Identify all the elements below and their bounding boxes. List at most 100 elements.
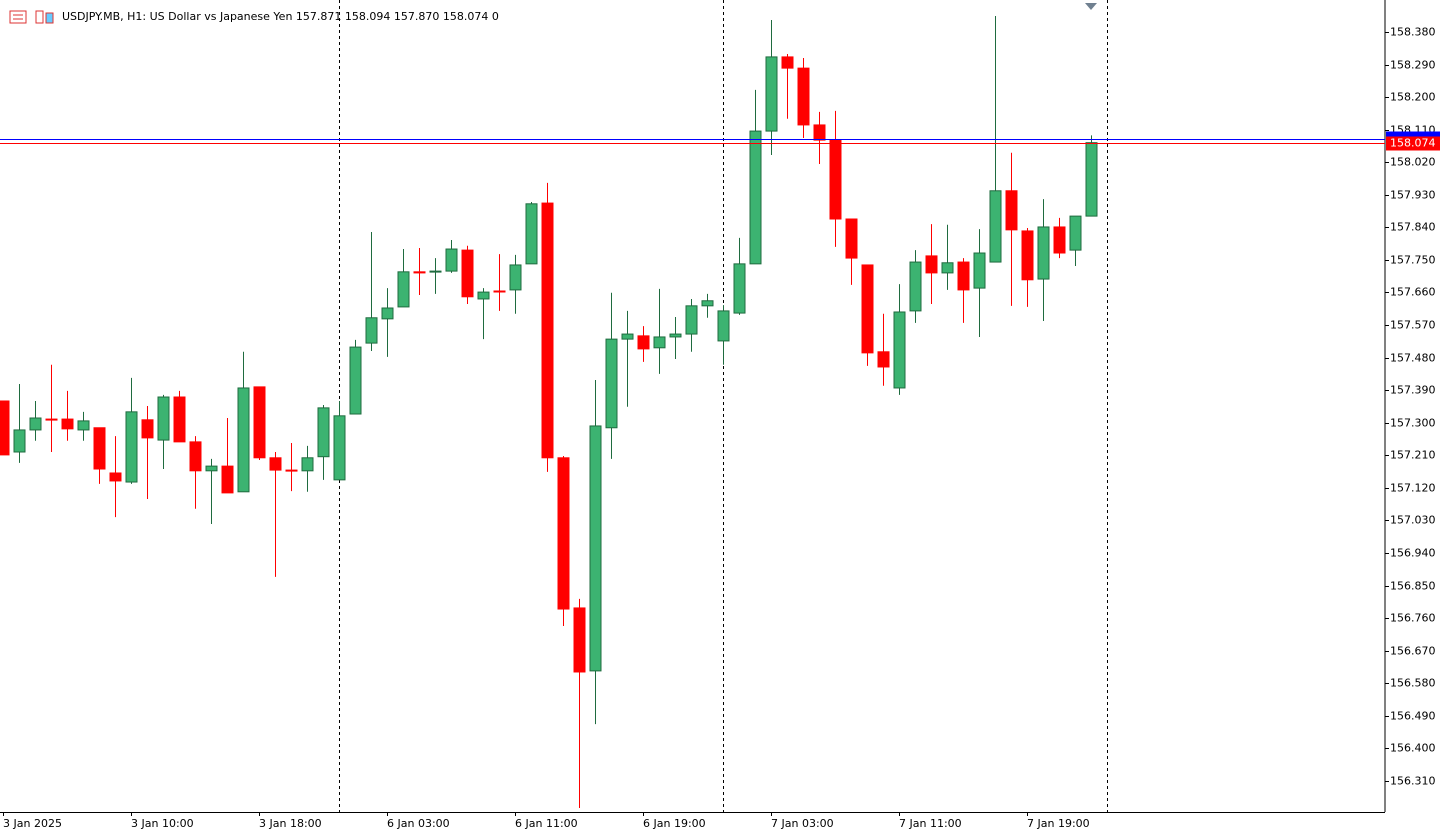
candle-body: [61, 418, 74, 430]
candle-body: [525, 203, 538, 265]
candle-body: [269, 457, 282, 471]
x-tick-label: 7 Jan 19:00: [1027, 817, 1090, 830]
chart-title: USDJPY.MB, H1: US Dollar vs Japanese Yen…: [62, 10, 499, 23]
candle-body: [637, 335, 650, 350]
candle-body: [173, 396, 186, 443]
x-tick-label: 7 Jan 03:00: [771, 817, 834, 830]
x-tick-label: 7 Jan 11:00: [899, 817, 962, 830]
y-tick-label: 156.490: [1390, 710, 1436, 723]
candle-body: [333, 415, 346, 481]
candle-body: [429, 270, 442, 273]
candle-body: [381, 307, 394, 320]
candle-body: [1069, 215, 1082, 251]
candle-body: [1005, 190, 1018, 231]
candle-body: [109, 472, 122, 482]
y-tick-label: 157.750: [1390, 254, 1436, 267]
candle-body: [509, 264, 522, 291]
candle-body: [941, 262, 954, 274]
y-tick-label: 157.210: [1390, 449, 1436, 462]
candle-body: [125, 411, 138, 483]
y-tick-label: 156.400: [1390, 742, 1436, 755]
candle-body: [797, 67, 810, 126]
candle-body: [701, 300, 714, 307]
y-tick-label: 156.760: [1390, 612, 1436, 625]
candle-body: [253, 386, 266, 459]
icon: [45, 12, 54, 24]
candle-body: [317, 407, 330, 458]
candle-body: [1053, 226, 1066, 254]
y-tick-label: 157.030: [1390, 514, 1436, 527]
y-tick-label: 158.020: [1390, 156, 1436, 169]
candle-body: [45, 418, 58, 421]
y-tick-label: 156.580: [1390, 677, 1436, 690]
y-tick-label: 157.570: [1390, 319, 1436, 332]
x-tick-label: 3 Jan 18:00: [259, 817, 322, 830]
candle-body: [957, 261, 970, 291]
shift-marker: [1085, 3, 1097, 10]
candle-body: [445, 248, 458, 272]
candle-body: [93, 427, 106, 470]
candle-body: [925, 255, 938, 274]
y-tick-label: 157.930: [1390, 189, 1436, 202]
y-tick-label: 157.120: [1390, 482, 1436, 495]
x-tick-label: 3 Jan 2025: [3, 817, 62, 830]
y-tick-label: 156.850: [1390, 580, 1436, 593]
icon: [9, 10, 27, 24]
candle-body: [477, 291, 490, 300]
candle-body: [77, 420, 90, 431]
x-tick-label: 3 Jan 10:00: [131, 817, 194, 830]
candle-body: [541, 202, 554, 459]
candle-body: [893, 311, 906, 389]
candle-body: [621, 333, 634, 340]
y-tick-label: 157.300: [1390, 417, 1436, 430]
candle-body: [0, 400, 10, 456]
price-tag: [1386, 136, 1440, 151]
candle-body: [989, 190, 1002, 263]
candle-body: [189, 441, 202, 472]
candle-body: [733, 263, 746, 314]
y-tick-label: 157.480: [1390, 352, 1436, 365]
candle-body: [1085, 142, 1098, 217]
candle-body: [301, 457, 314, 472]
candle-body: [221, 465, 234, 494]
candle-body: [141, 419, 154, 439]
price-tag: [1386, 131, 1440, 137]
candle-body: [397, 271, 410, 308]
candle-body: [845, 218, 858, 259]
y-tick-label: 156.310: [1390, 775, 1436, 788]
y-tick-label: 158.200: [1390, 91, 1436, 104]
candle-body: [461, 249, 474, 298]
candle-body: [493, 290, 506, 293]
candle-body: [589, 425, 602, 672]
price-tag-label: 158.074: [1390, 137, 1436, 150]
candle-body: [909, 261, 922, 312]
x-tick-label: 6 Jan 19:00: [643, 817, 706, 830]
icon: [35, 10, 44, 24]
y-tick-label: 157.840: [1390, 221, 1436, 234]
x-tick-label: 6 Jan 11:00: [515, 817, 578, 830]
candle-body: [1037, 226, 1050, 280]
candle-body: [765, 56, 778, 132]
candle-body: [349, 346, 362, 415]
candle-body: [557, 457, 570, 610]
candle-body: [605, 338, 618, 429]
candle-body: [573, 607, 586, 673]
toolbar-icons: [9, 10, 54, 24]
candle-body: [781, 56, 794, 69]
candle-body: [669, 333, 682, 338]
candle-body: [749, 130, 762, 265]
candle-body: [237, 387, 250, 493]
y-tick-label: 158.380: [1390, 26, 1436, 39]
candle-body: [29, 417, 42, 431]
y-tick-label: 156.940: [1390, 547, 1436, 560]
candle-body: [365, 317, 378, 344]
x-tick-label: 6 Jan 03:00: [387, 817, 450, 830]
candle-body: [829, 139, 842, 220]
candle-body: [205, 465, 218, 472]
candle-body: [877, 351, 890, 368]
y-tick-label: 158.290: [1390, 59, 1436, 72]
y-tick-label: 157.660: [1390, 286, 1436, 299]
